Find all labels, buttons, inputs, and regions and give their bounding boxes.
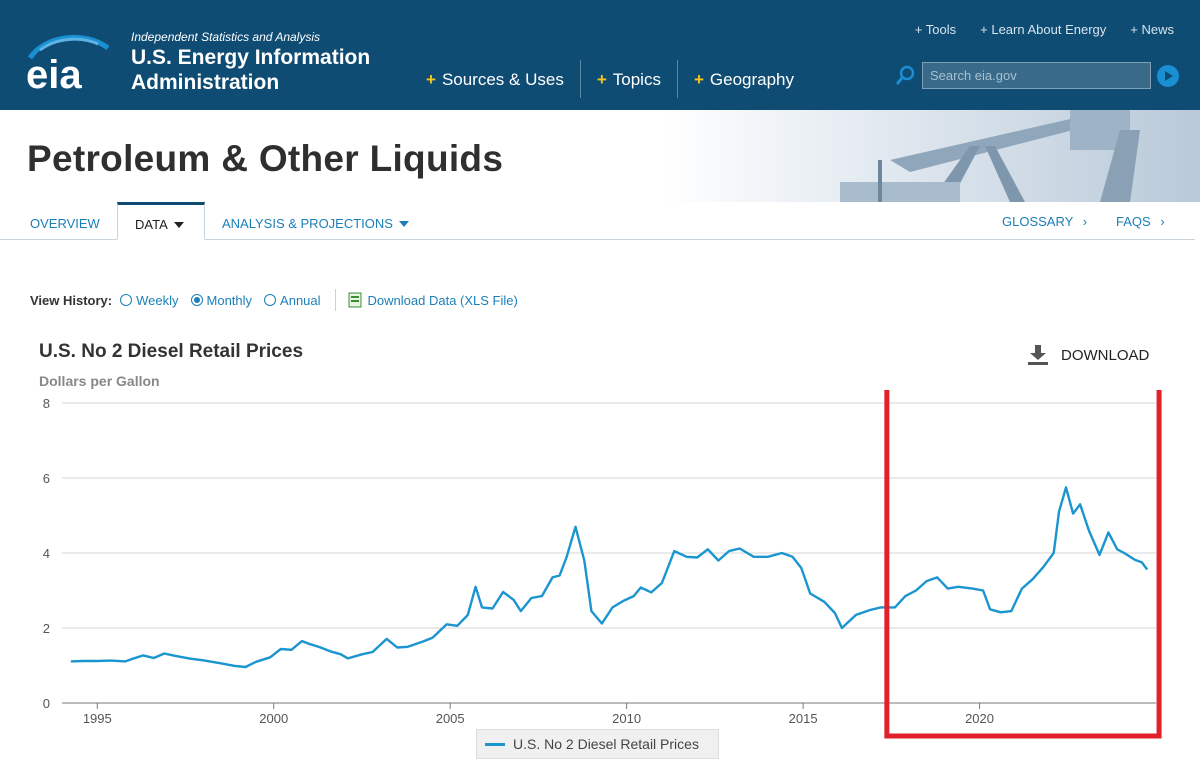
view-history-row: View History: Weekly Monthly Annual Down…: [30, 289, 530, 311]
site-header: eia Independent Statistics and Analysis …: [0, 0, 1200, 110]
x-tick-label: 2010: [612, 711, 641, 726]
pumpjack-image: [840, 110, 1140, 202]
y-tick-label: 2: [43, 621, 50, 636]
chart-y-axis-label: Dollars per Gallon: [39, 373, 160, 389]
x-tick-label: 2005: [436, 711, 465, 726]
agency-name-line1: U.S. Energy Information: [131, 46, 371, 69]
radio-annual[interactable]: Annual: [264, 292, 321, 308]
highlight-box: [884, 390, 1162, 739]
nav-label: Topics: [612, 70, 661, 89]
util-learn[interactable]: + Learn About Energy: [980, 22, 1107, 37]
plus-icon: +: [426, 70, 436, 89]
x-tick-label: 1995: [83, 711, 112, 726]
glossary-label: GLOSSARY: [1002, 214, 1074, 229]
section-banner: Petroleum & Other Liquids: [0, 110, 1200, 202]
nav-sources-uses[interactable]: + Sources & Uses: [410, 60, 581, 98]
spreadsheet-icon: [348, 292, 362, 308]
radio-label: Weekly: [136, 292, 179, 308]
tab-analysis-projections[interactable]: ANALYSIS & PROJECTIONS: [222, 202, 409, 240]
agency-name[interactable]: U.S. Energy Information Administration: [131, 45, 370, 95]
line-chart: 0 2 4 6 8 1995 2000 2005 2010 2015 2020: [43, 390, 1162, 739]
radio-selected-icon: [190, 294, 203, 306]
plus-icon: +: [693, 70, 704, 89]
radio-icon: [264, 294, 277, 306]
legend-swatch: [485, 742, 505, 746]
download-xls-link[interactable]: Download Data (XLS File): [348, 292, 518, 308]
section-subnav: OVERVIEW DATA ANALYSIS & PROJECTIONS GLO…: [0, 202, 1195, 240]
nav-label: Sources & Uses: [441, 70, 564, 89]
y-tick-label: 4: [43, 546, 50, 561]
tab-overview[interactable]: OVERVIEW: [30, 216, 100, 231]
nav-label: Geography: [709, 70, 795, 89]
main-nav: + Sources & Uses + Topics + Geography: [410, 60, 810, 98]
radio-monthly[interactable]: Monthly: [190, 292, 253, 308]
util-news[interactable]: + News: [1130, 22, 1174, 37]
x-tick-label: 2020: [965, 711, 994, 726]
caret-down-icon: [398, 221, 409, 227]
utility-nav: + Tools + Learn About Energy + News: [915, 22, 1174, 37]
faqs-label: FAQS: [1116, 214, 1151, 229]
legend-label: U.S. No 2 Diesel Retail Prices: [513, 736, 699, 752]
series-line: [70, 486, 1149, 669]
logo-text: eia: [26, 53, 82, 94]
search-icon: [895, 65, 915, 85]
util-tools[interactable]: + Tools: [914, 22, 957, 37]
y-tick-label: 6: [43, 471, 50, 486]
radio-weekly[interactable]: Weekly: [120, 292, 179, 308]
tab-data-label: DATA: [135, 217, 168, 232]
download-icon: [1028, 345, 1048, 365]
play-arrow-icon: [1165, 71, 1173, 81]
download-label: DOWNLOAD: [1061, 346, 1150, 364]
search-submit-button[interactable]: [1157, 65, 1179, 87]
radio-label: Annual: [280, 292, 321, 308]
page-title: Petroleum & Other Liquids: [27, 138, 504, 179]
tab-analysis-label: ANALYSIS & PROJECTIONS: [222, 216, 393, 231]
x-tick-label: 2015: [789, 711, 818, 726]
plus-icon: +: [596, 70, 607, 89]
y-tick-label: 8: [43, 396, 50, 411]
chart-title: U.S. No 2 Diesel Retail Prices: [39, 341, 304, 362]
tab-data[interactable]: DATA: [117, 202, 205, 240]
nav-geography[interactable]: + Geography: [678, 60, 810, 98]
radio-label: Monthly: [206, 292, 253, 308]
chevron-right-icon: ›: [1082, 214, 1088, 229]
view-history-label: View History:: [30, 292, 113, 308]
download-xls-label: Download Data (XLS File): [367, 292, 518, 308]
chevron-right-icon: ›: [1160, 214, 1165, 229]
divider: [334, 289, 336, 311]
util-label: Learn About Energy: [991, 22, 1107, 37]
util-label: News: [1141, 22, 1174, 37]
search-input[interactable]: [922, 62, 1151, 89]
faqs-link[interactable]: FAQS ›: [1116, 202, 1165, 240]
nav-topics[interactable]: + Topics: [581, 60, 678, 98]
y-tick-label: 0: [43, 696, 50, 711]
glossary-link[interactable]: GLOSSARY ›: [1002, 202, 1087, 240]
download-chart-button[interactable]: DOWNLOAD: [1027, 345, 1149, 365]
radio-icon: [120, 294, 133, 306]
chart-legend-item[interactable]: U.S. No 2 Diesel Retail Prices: [476, 729, 719, 759]
tagline: Independent Statistics and Analysis: [131, 30, 321, 44]
caret-down-icon: [173, 222, 184, 228]
util-label: Tools: [925, 22, 957, 37]
x-tick-label: 2000: [259, 711, 288, 726]
agency-name-line2: Administration: [131, 71, 280, 94]
eia-logo[interactable]: eia: [22, 28, 118, 94]
